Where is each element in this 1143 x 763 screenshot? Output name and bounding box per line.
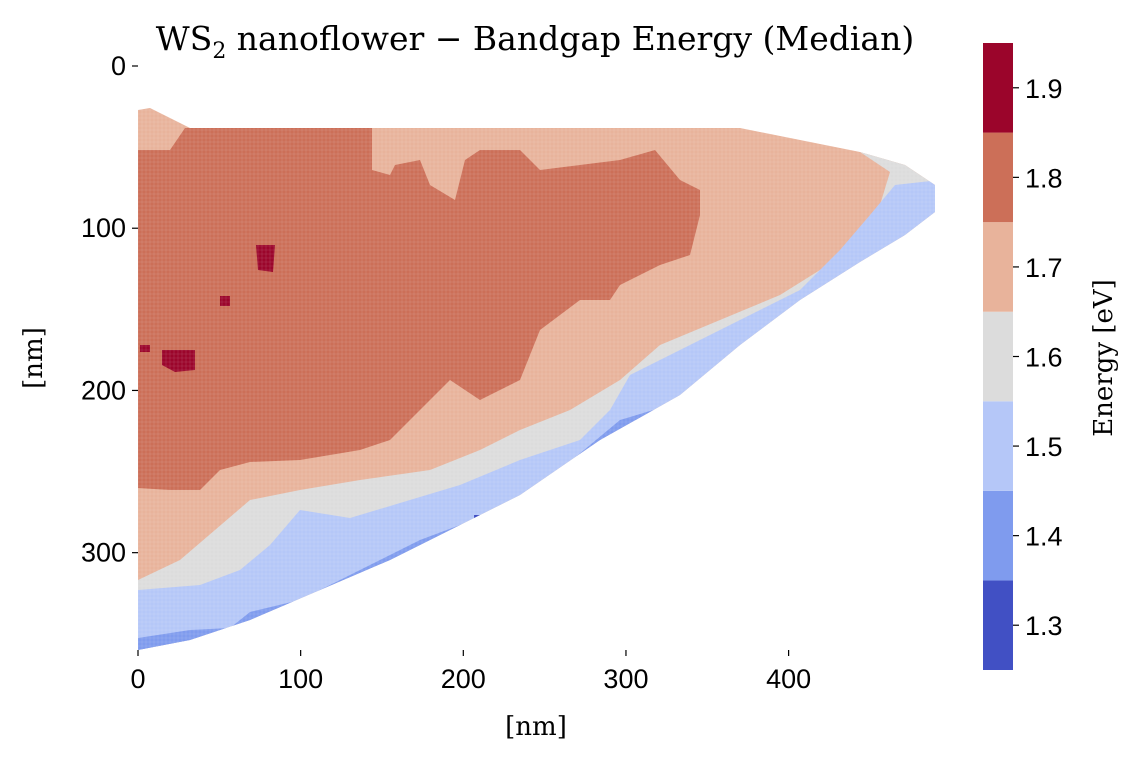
- x-axis-label: [nm]: [505, 712, 567, 742]
- colorbar-tick-label: 1.3: [1025, 611, 1063, 641]
- colorbar-segment: [983, 580, 1013, 670]
- region-1.9-spot: [220, 296, 230, 306]
- y-tick-label: 200: [81, 375, 126, 405]
- region-1.9-spot: [140, 345, 150, 352]
- chart-title: WS2 nanoflower − Bandgap Energy (Median): [156, 19, 914, 64]
- x-tick-label: 200: [441, 664, 486, 694]
- colorbar-segment: [983, 490, 1013, 581]
- chart-title-rest: nanoflower − Bandgap Energy (Median): [226, 19, 914, 58]
- colorbar-segment: [983, 311, 1013, 402]
- x-axis-ticks: 0 100 200 300 400: [130, 650, 811, 694]
- colorbar-segment: [983, 43, 1013, 133]
- y-tick-label: 300: [81, 538, 126, 568]
- x-tick-label: 300: [603, 664, 648, 694]
- colorbar-segment: [983, 222, 1013, 312]
- region-1.3-spot: [655, 410, 666, 418]
- x-tick-label: 400: [766, 664, 811, 694]
- region-1.9-spot: [162, 350, 195, 372]
- colorbar-ticks: 1.3 1.4 1.5 1.6 1.7 1.8 1.9: [1013, 74, 1063, 641]
- colorbar-tick-label: 1.4: [1025, 522, 1063, 552]
- y-tick-label: 100: [81, 213, 126, 243]
- region-1.3-spot: [474, 515, 482, 522]
- colorbar-tick-label: 1.6: [1025, 343, 1063, 373]
- colorbar-label: Energy [eV]: [1089, 279, 1119, 437]
- chart-title-main: WS: [156, 19, 213, 58]
- region-1.9-spot: [256, 245, 275, 272]
- chart-title-subscript: 2: [212, 39, 226, 64]
- colorbar-tick-label: 1.9: [1025, 74, 1063, 104]
- x-tick-label: 0: [130, 664, 145, 694]
- colorbar-tick-label: 1.8: [1025, 163, 1063, 193]
- y-axis-label: [nm]: [19, 327, 49, 389]
- y-axis-ticks: 0 100 200 300: [81, 51, 138, 568]
- colorbar-tick-label: 1.5: [1025, 432, 1063, 462]
- colorbar-segment: [983, 132, 1013, 223]
- x-tick-label: 100: [278, 664, 323, 694]
- colorbar-segment: [983, 401, 1013, 491]
- y-tick-label: 0: [111, 51, 126, 81]
- heatmap-area: [138, 108, 935, 650]
- region-1.8: [138, 128, 700, 490]
- colorbar: [983, 43, 1013, 670]
- colorbar-tick-label: 1.7: [1025, 253, 1063, 283]
